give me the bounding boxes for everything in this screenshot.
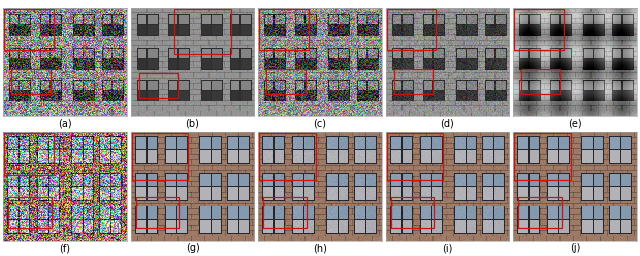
Bar xyxy=(514,9,564,50)
X-axis label: (b): (b) xyxy=(186,119,200,129)
Bar xyxy=(139,73,178,98)
X-axis label: (i): (i) xyxy=(442,243,452,253)
X-axis label: (h): (h) xyxy=(313,243,327,253)
Bar xyxy=(8,197,52,228)
Bar xyxy=(387,9,436,50)
Bar xyxy=(4,133,54,175)
Bar xyxy=(136,197,179,228)
Bar xyxy=(259,9,308,50)
Bar xyxy=(391,197,434,228)
Bar xyxy=(263,197,307,228)
Bar xyxy=(387,133,444,180)
X-axis label: (j): (j) xyxy=(570,243,580,253)
X-axis label: (d): (d) xyxy=(440,119,454,129)
Bar xyxy=(174,9,230,54)
Bar xyxy=(12,69,51,94)
Bar xyxy=(132,133,188,180)
Bar xyxy=(522,69,561,94)
Bar xyxy=(259,133,316,180)
Bar xyxy=(4,9,54,50)
Bar xyxy=(266,69,305,94)
Bar xyxy=(514,133,571,180)
X-axis label: (c): (c) xyxy=(314,119,326,129)
Bar xyxy=(394,69,433,94)
X-axis label: (f): (f) xyxy=(60,243,70,253)
X-axis label: (a): (a) xyxy=(58,119,72,129)
X-axis label: (g): (g) xyxy=(186,243,200,253)
X-axis label: (e): (e) xyxy=(568,119,582,129)
Bar xyxy=(518,197,561,228)
